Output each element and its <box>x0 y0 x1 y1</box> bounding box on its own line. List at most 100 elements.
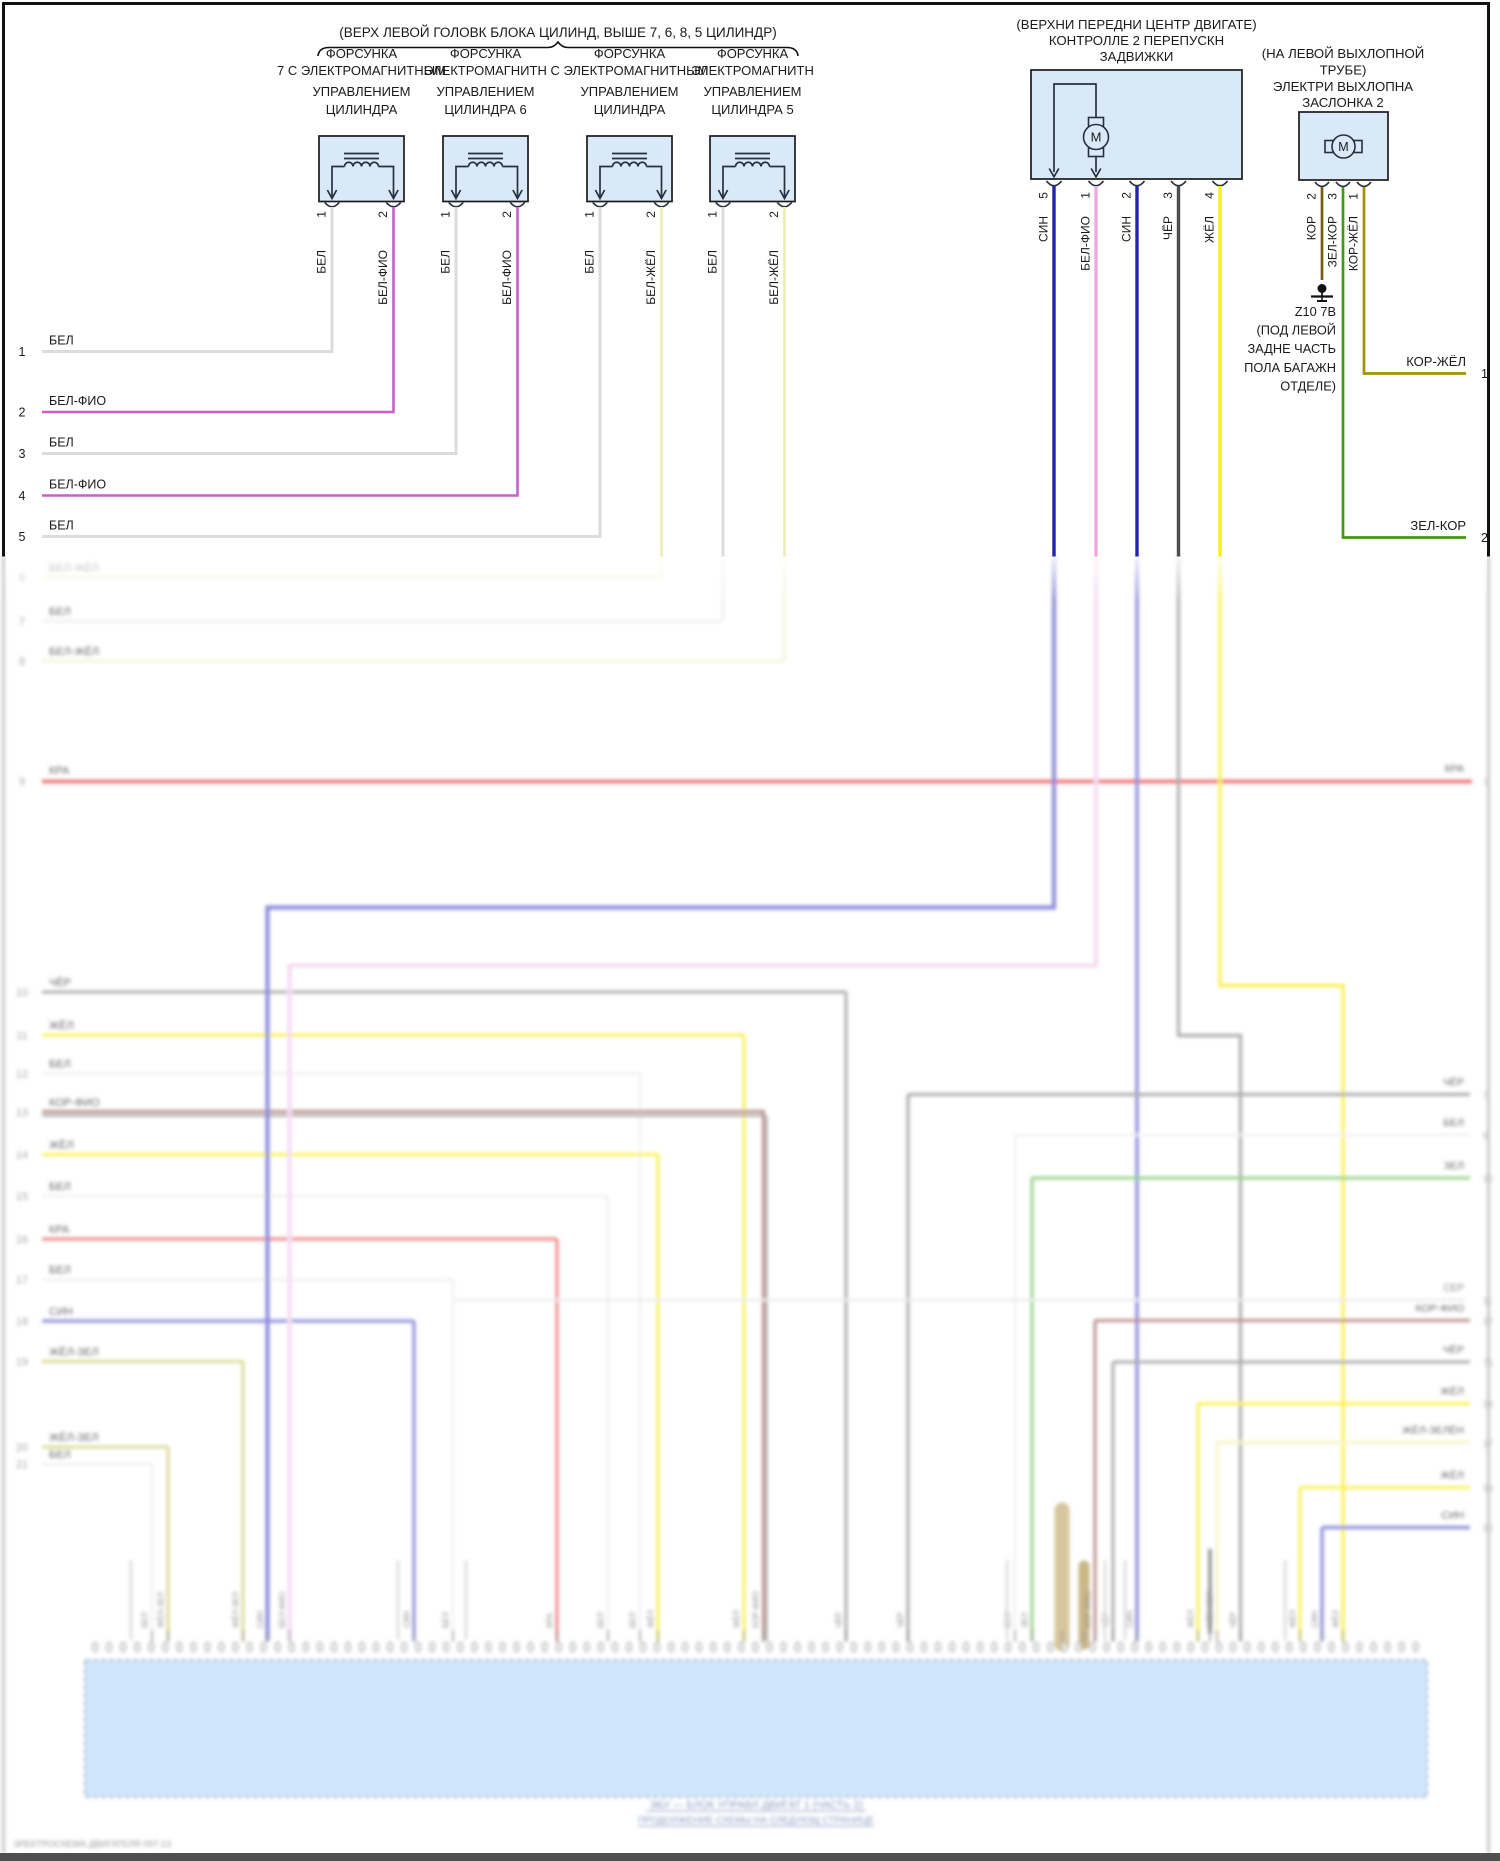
svg-text:1: 1 <box>315 211 329 218</box>
svg-text:СИН: СИН <box>403 1610 412 1628</box>
svg-text:ЗЕЛ-КОР: ЗЕЛ-КОР <box>1410 518 1466 533</box>
svg-text:ФОРСУНКА: ФОРСУНКА <box>594 46 666 61</box>
svg-text:2: 2 <box>767 211 781 218</box>
svg-text:КОР-ФИО: КОР-ФИО <box>752 1591 761 1628</box>
svg-text:КОР-ЖЁЛ: КОР-ЖЁЛ <box>1406 354 1466 369</box>
svg-text:КОР-ЖЁЛ: КОР-ЖЁЛ <box>1347 216 1361 271</box>
svg-text:КРА: КРА <box>49 1224 70 1236</box>
svg-text:10: 10 <box>16 987 28 999</box>
svg-text:БЕЛ: БЕЛ <box>629 1612 638 1628</box>
svg-text:ОТДЕЛЕ): ОТДЕЛЕ) <box>1280 378 1336 393</box>
svg-text:1: 1 <box>439 211 453 218</box>
svg-text:ЖЁЛ: ЖЁЛ <box>647 1610 656 1628</box>
svg-text:15: 15 <box>16 1191 28 1203</box>
svg-text:(НА ЛЕВОЙ ВЫХЛОПНОЙ: (НА ЛЕВОЙ ВЫХЛОПНОЙ <box>1262 46 1425 61</box>
svg-text:ПРОДОЛЖЕНИЕ СХЕМЫ НА СЛЕДУЮЩ С: ПРОДОЛЖЕНИЕ СХЕМЫ НА СЛЕДУЮЩ СТРАНИЦЕ <box>638 1815 874 1826</box>
svg-text:(ВЕРХ ЛЕВОЙ ГОЛОВК БЛОКА ЦИЛИН: (ВЕРХ ЛЕВОЙ ГОЛОВК БЛОКА ЦИЛИНД, ВЫШЕ 7,… <box>339 25 776 40</box>
svg-text:БЕЛ: БЕЛ <box>439 250 453 274</box>
svg-text:ЖЁЛ: ЖЁЛ <box>1440 1386 1464 1398</box>
svg-text:УПРАВЛЕНИЕМ: УПРАВЛЕНИЕМ <box>703 84 801 99</box>
svg-text:БЕЛ: БЕЛ <box>442 1612 451 1628</box>
svg-text:ЖЁЛ: ЖЁЛ <box>49 1140 74 1152</box>
svg-text:БЕЛ-ЖЁЛ: БЕЛ-ЖЁЛ <box>767 250 781 305</box>
svg-text:ЖЁЛ: ЖЁЛ <box>733 1610 742 1628</box>
svg-text:СЕР: СЕР <box>1443 1283 1464 1294</box>
svg-text:M: M <box>1091 130 1102 145</box>
svg-text:БЕЛ-ЖЁЛ: БЕЛ-ЖЁЛ <box>49 646 99 658</box>
svg-text:1: 1 <box>706 211 720 218</box>
svg-text:ЖЁЛ-ЗЕЛ: ЖЁЛ-ЗЕЛ <box>1206 1592 1215 1628</box>
svg-text:9: 9 <box>1484 777 1489 787</box>
svg-text:ФОРСУНКА: ФОРСУНКА <box>450 46 522 61</box>
svg-text:6: 6 <box>1483 1131 1488 1141</box>
svg-text:СИН: СИН <box>1311 1610 1320 1628</box>
svg-text:СИН: СИН <box>256 1610 265 1628</box>
svg-text:БЕЛ: БЕЛ <box>315 250 329 274</box>
svg-text:2: 2 <box>500 211 514 218</box>
svg-text:ЖЁЛ: ЖЁЛ <box>1289 1610 1298 1628</box>
svg-text:КОР-ФИО: КОР-ФИО <box>49 1097 100 1109</box>
svg-text:С ЭЛЕКТРОМАГНИТНЫМ: С ЭЛЕКТРОМАГНИТНЫМ <box>550 63 708 78</box>
svg-text:КРА: КРА <box>546 1613 555 1628</box>
svg-text:БЕЛ-ФИО: БЕЛ-ФИО <box>376 250 390 305</box>
svg-text:ФОРСУНКА: ФОРСУНКА <box>326 46 398 61</box>
svg-text:ЗЕЛ: ЗЕЛ <box>1444 1160 1464 1172</box>
svg-text:4: 4 <box>19 489 26 503</box>
svg-text:УПРАВЛЕНИЕМ: УПРАВЛЕНИЕМ <box>580 84 678 99</box>
svg-text:СИН: СИН <box>1037 216 1051 242</box>
svg-text:ЖЁЛ-ЗЕЛ: ЖЁЛ-ЗЕЛ <box>49 1432 99 1444</box>
svg-text:ЭЛЕКТРОМАГНИТН: ЭЛЕКТРОМАГНИТН <box>424 63 547 78</box>
svg-text:ЗАДВИЖКИ: ЗАДВИЖКИ <box>1100 49 1174 64</box>
svg-text:7: 7 <box>1483 1091 1488 1101</box>
svg-text:КРА: КРА <box>1445 763 1464 775</box>
svg-text:2: 2 <box>19 406 26 420</box>
svg-text:9: 9 <box>19 776 25 788</box>
svg-text:M: M <box>1338 140 1348 154</box>
svg-text:ЖЁЛ: ЖЁЛ <box>1187 1610 1196 1628</box>
svg-text:17: 17 <box>16 1275 28 1287</box>
svg-text:БЕЛ: БЕЛ <box>49 606 71 618</box>
svg-text:СИН: СИН <box>1126 1610 1135 1628</box>
svg-text:1: 1 <box>19 345 26 359</box>
svg-text:БЕЛ: БЕЛ <box>597 1612 606 1628</box>
svg-text:21: 21 <box>16 1459 28 1471</box>
svg-text:БЕЛ-ФИО: БЕЛ-ФИО <box>49 394 106 408</box>
svg-text:3: 3 <box>1161 192 1175 199</box>
svg-text:3: 3 <box>19 447 26 461</box>
svg-text:БЕЛ: БЕЛ <box>583 250 597 274</box>
svg-text:БЕЛ-ФИО: БЕЛ-ФИО <box>49 478 106 492</box>
svg-text:ЭБУ — БЛОК УПРАВЛ ДВИГАТ 1 (ЧА: ЭБУ — БЛОК УПРАВЛ ДВИГАТ 1 (ЧАСТЬ 2) <box>649 1799 862 1811</box>
svg-text:ЧЁР: ЧЁР <box>1161 216 1175 240</box>
svg-text:(ВЕРХНИ ПЕРЕДНИ ЦЕНТР ДВИГАТЕ): (ВЕРХНИ ПЕРЕДНИ ЦЕНТР ДВИГАТЕ) <box>1016 17 1256 32</box>
svg-text:13: 13 <box>16 1107 28 1119</box>
svg-text:БЕЛ: БЕЛ <box>49 436 74 450</box>
svg-text:ЗЕЛ: ЗЕЛ <box>1021 1613 1030 1628</box>
svg-text:(ПОД ЛЕВОЙ: (ПОД ЛЕВОЙ <box>1256 323 1336 338</box>
svg-text:16: 16 <box>16 1234 28 1246</box>
svg-text:ЖЁЛ: ЖЁЛ <box>49 1020 74 1032</box>
svg-text:ЗАДНЕ ЧАСТЬ: ЗАДНЕ ЧАСТЬ <box>1247 341 1336 356</box>
svg-text:2: 2 <box>376 211 390 218</box>
svg-text:СИН: СИН <box>1120 216 1134 242</box>
svg-text:БЕЛ: БЕЛ <box>49 1449 71 1461</box>
svg-text:ЦИЛИНДРА 5: ЦИЛИНДРА 5 <box>711 102 793 117</box>
svg-text:ЖЁЛ-ЗЕЛ: ЖЁЛ-ЗЕЛ <box>232 1592 241 1628</box>
svg-text:7: 7 <box>19 616 25 628</box>
svg-text:ЧЁР: ЧЁР <box>49 977 71 989</box>
svg-text:ЧЁР: ЧЁР <box>897 1612 906 1628</box>
svg-text:1: 1 <box>1079 192 1093 199</box>
svg-text:КРА: КРА <box>49 765 70 777</box>
svg-text:КОНТРОЛЛЕ 2 ПЕРЕПУСКН: КОНТРОЛЛЕ 2 ПЕРЕПУСКН <box>1049 33 1224 48</box>
svg-text:БЕЛ-ФИО: БЕЛ-ФИО <box>500 250 514 305</box>
svg-text:БЕЛ-ЖЁЛ: БЕЛ-ЖЁЛ <box>644 250 658 305</box>
svg-text:12: 12 <box>16 1069 28 1081</box>
svg-text:ЦИЛИНДРА: ЦИЛИНДРА <box>326 102 398 117</box>
svg-text:ЖЁЛ: ЖЁЛ <box>1203 216 1217 243</box>
svg-text:ЦИЛИНДРА: ЦИЛИНДРА <box>594 102 666 117</box>
svg-text:2: 2 <box>1305 193 1319 200</box>
svg-text:4: 4 <box>1203 192 1217 199</box>
svg-text:ЖЁЛ-ЗЕЛЁН: ЖЁЛ-ЗЕЛЁН <box>1402 1425 1464 1437</box>
svg-text:БЕЛ-ФИО: БЕЛ-ФИО <box>278 1591 287 1628</box>
svg-text:ЭЛЕКТРОСХЕМА ДВИГАТЕЛЯ 097-13: ЭЛЕКТРОСХЕМА ДВИГАТЕЛЯ 097-13 <box>13 1839 171 1849</box>
svg-text:5: 5 <box>1037 192 1051 199</box>
